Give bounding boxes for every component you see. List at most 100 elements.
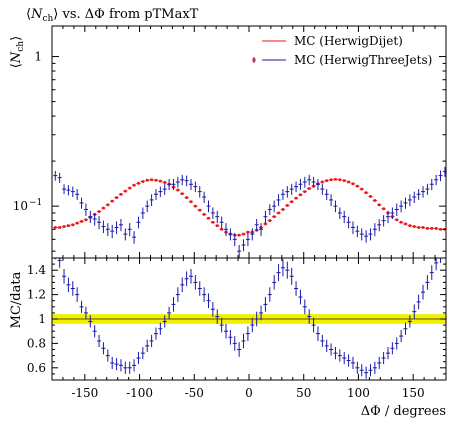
main-axes: 1 10 −1: [13, 26, 446, 258]
dijet-point: [351, 182, 355, 186]
dijet-point: [124, 189, 127, 193]
dijet-point: [145, 178, 149, 182]
dijet-point: [58, 226, 61, 229]
dijet-point: [286, 204, 289, 207]
title-subscript: ch: [42, 14, 53, 24]
dijet-point: [176, 188, 180, 192]
dijet-point: [439, 227, 442, 231]
ratio-plot: -150 -100 -50 0 50 100 150 0.6 0.8 1 1.2 1.4: [27, 257, 447, 400]
dijet-point: [106, 203, 110, 207]
title: ⟨Nch⟩ vs. ΔΦ from pTMaxT: [26, 7, 199, 24]
dijet-point: [395, 218, 399, 222]
legend-label-threejets: MC (HerwigThreeJets): [294, 53, 432, 67]
main-series-layer: [53, 166, 448, 258]
dijet-point: [53, 226, 57, 229]
dijet-point: [272, 215, 276, 218]
dijet-point: [321, 180, 324, 184]
dijet-point: [189, 200, 193, 204]
dijet-point: [115, 196, 118, 199]
dijet-point: [215, 224, 219, 227]
dijet-point: [154, 178, 158, 182]
x-tick-label: 50: [296, 386, 311, 400]
dijet-point: [277, 211, 280, 215]
dijet-point: [163, 181, 167, 184]
dijet-point: [97, 210, 101, 213]
ylabel-rang: ⟩: [9, 36, 24, 41]
dijet-point: [347, 180, 350, 184]
dijet-point: [84, 218, 88, 222]
dijet-point: [132, 183, 136, 187]
dijet-point: [159, 179, 162, 183]
dijet-point: [294, 196, 298, 200]
dijet-point: [417, 226, 420, 229]
dijet-point: [329, 178, 333, 182]
dijet-point: [207, 216, 210, 220]
title-symbol: N: [30, 7, 43, 22]
dijet-point: [377, 203, 381, 207]
title-rang: ⟩: [53, 7, 58, 22]
legend-entry-herwig-dijet: MC (HerwigDijet): [262, 34, 403, 48]
dijet-point: [71, 223, 75, 227]
dijet-point: [237, 233, 241, 237]
ratio-y-tick-label: 1: [38, 312, 46, 326]
dijet-point: [290, 200, 293, 204]
title-lang: ⟨: [26, 7, 31, 22]
dijet-point: [150, 178, 153, 182]
svg-text:⟨Nch⟩ vs. ΔΦ from pTMaxT: ⟨Nch⟩ vs. ΔΦ from pTMaxT: [26, 7, 199, 24]
ylabel-symbol: N: [9, 51, 24, 64]
dijet-point: [242, 232, 245, 236]
dijet-point: [299, 193, 302, 197]
dijet-point: [137, 182, 140, 185]
dijet-point: [334, 178, 337, 181]
dijet-point: [412, 225, 416, 228]
dijet-point: [373, 199, 377, 202]
ratio-series-layer: [54, 258, 442, 379]
dijet-point: [102, 206, 105, 210]
dijet-point: [408, 224, 412, 227]
x-tick-label: -150: [71, 386, 98, 400]
dijet-point: [434, 227, 438, 230]
dijet-point: [307, 187, 311, 190]
dijet-point: [356, 184, 359, 188]
dijet-point: [110, 199, 114, 203]
dijet-point: [75, 221, 79, 225]
dijet-point: [194, 204, 197, 208]
x-axis-label: ΔΦ / degrees: [361, 404, 446, 419]
dijet-point: [426, 227, 429, 230]
dijet-point: [62, 225, 66, 228]
legend-entry-herwig-threejets: MC (HerwigThreeJets): [252, 53, 432, 67]
x-tick-label: 150: [402, 386, 425, 400]
dijet-point: [404, 222, 407, 226]
x-tick-label: -100: [126, 386, 153, 400]
dijet-point: [399, 220, 403, 224]
dijet-point: [198, 208, 202, 212]
dijet-point: [342, 179, 346, 182]
ratio-y-tick-label: 0.6: [27, 361, 46, 375]
dijet-point: [264, 222, 267, 226]
dijet-point: [303, 190, 307, 193]
dijet-point: [325, 179, 329, 182]
main-y-tick-label: 10: [13, 199, 28, 213]
dijet-point: [141, 180, 145, 183]
dijet-point: [80, 220, 83, 223]
title-rest: vs. ΔΦ from pTMaxT: [58, 7, 198, 22]
legend-swatch-threejets-marker: [252, 58, 256, 62]
ylabel-subscript: ch: [16, 41, 26, 52]
dijet-point: [202, 213, 206, 216]
x-tick-label: 0: [245, 386, 253, 400]
dijet-point: [128, 186, 132, 190]
dijet-point: [67, 224, 70, 227]
dijet-point: [382, 207, 385, 211]
dijet-point: [421, 226, 425, 229]
ylabel-lang: ⟨: [9, 63, 24, 68]
dijet-point: [220, 227, 223, 231]
dijet-point: [246, 230, 250, 234]
dijet-point: [119, 192, 123, 196]
dijet-point: [364, 191, 368, 194]
ratio-y-tick-label: 0.8: [27, 336, 46, 350]
main-plot: 1 10 −1: [13, 25, 448, 259]
legend-label-dijet: MC (HerwigDijet): [294, 34, 403, 48]
dijet-point: [268, 219, 272, 222]
dijet-point: [369, 195, 372, 198]
